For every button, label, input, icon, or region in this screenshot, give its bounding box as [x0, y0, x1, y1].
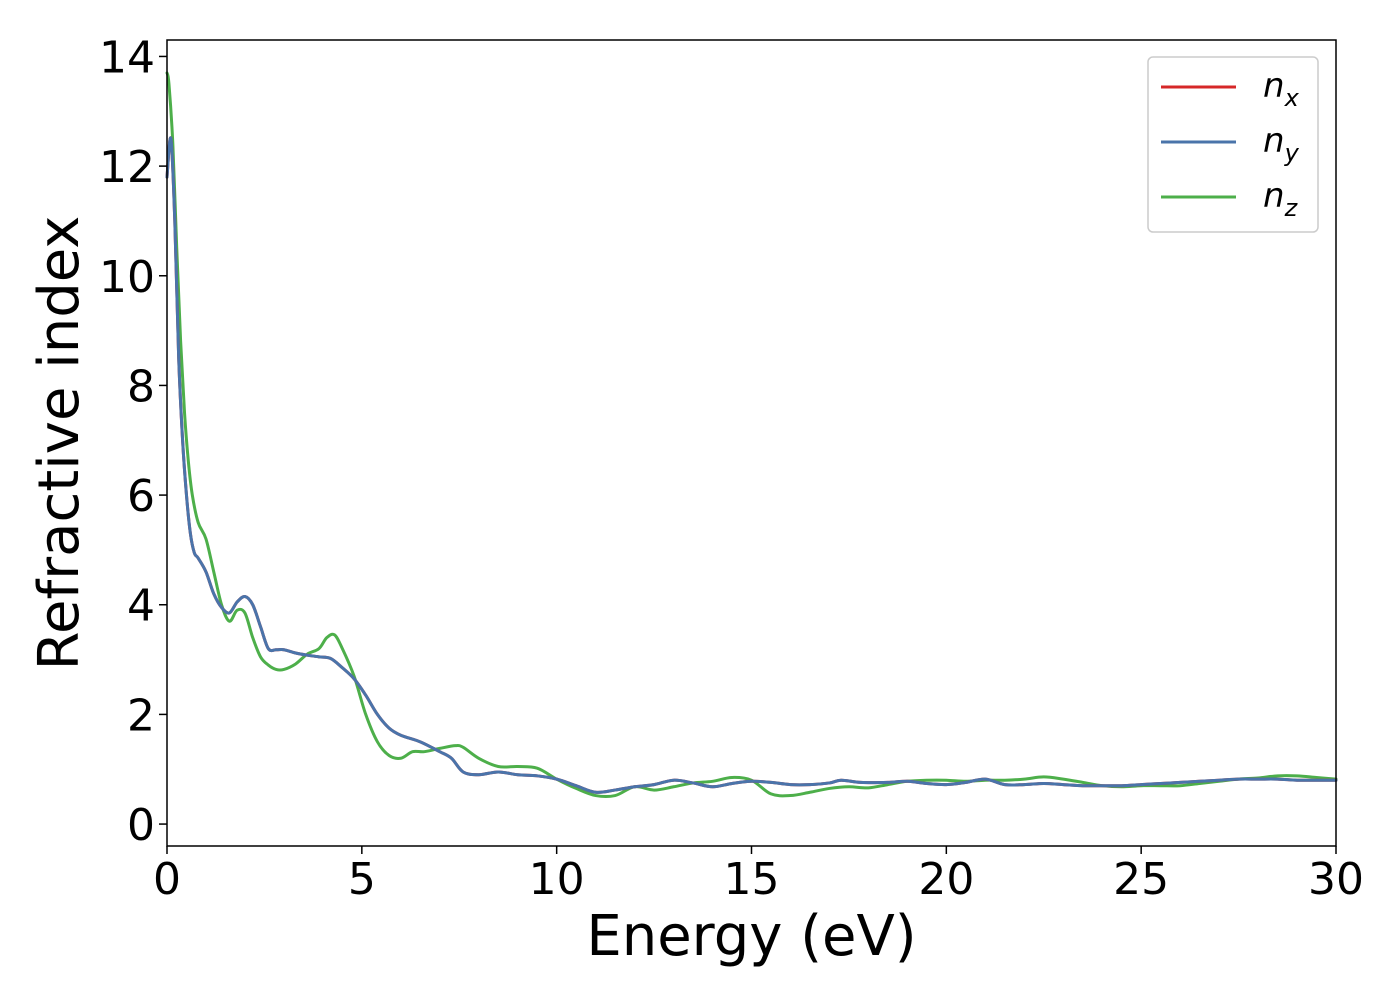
x-tick-label: 15: [724, 854, 780, 905]
y-tick-label: 10: [99, 252, 155, 303]
series-line-n-x: [165, 136, 1338, 794]
y-tick-label: 8: [127, 361, 155, 412]
x-tick-label: 10: [529, 854, 585, 905]
y-tick-label: 4: [127, 581, 155, 632]
series-line-n-y: [165, 136, 1338, 794]
x-tick-label: 25: [1113, 854, 1169, 905]
y-tick-label: 14: [99, 32, 155, 83]
y-tick-label: 2: [127, 690, 155, 741]
y-axis-title: Refractive index: [27, 216, 92, 671]
y-tick-label: 12: [99, 142, 155, 193]
x-axis-ticks: 0 5 10 15 20 25 30: [153, 846, 1364, 905]
x-tick-label: 30: [1308, 854, 1364, 905]
x-axis-title: Energy (eV): [586, 904, 916, 969]
x-tick-label: 20: [918, 854, 974, 905]
x-tick-label: 0: [153, 854, 181, 905]
legend-box: [1147, 56, 1319, 233]
y-tick-label: 6: [127, 471, 155, 522]
legend: nx ny nz: [1147, 56, 1319, 233]
legend-label-n-z: nz: [1263, 176, 1299, 222]
x-tick-label: 5: [348, 854, 376, 905]
y-tick-label: 0: [127, 800, 155, 851]
series-line-n-z: [165, 71, 1338, 799]
series-layer: [165, 71, 1338, 799]
legend-label-n-y: ny: [1263, 121, 1300, 167]
y-axis-ticks: 0 2 4 6 8 10 12 14: [99, 32, 167, 851]
legend-label-n-x: nx: [1263, 66, 1300, 112]
